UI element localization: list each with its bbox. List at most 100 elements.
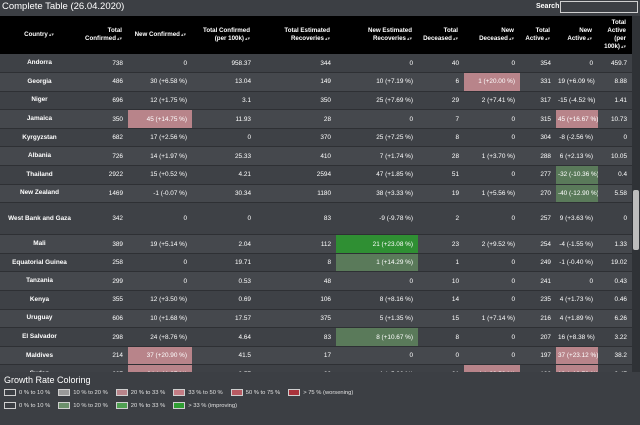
column-header-label: Total Estimated Recoveries — [284, 27, 330, 42]
table-cell: 1.33 — [598, 234, 632, 254]
table-cell: 197 — [520, 346, 556, 366]
table-cell: -1 (-0.07 %) — [128, 184, 192, 204]
sort-icon[interactable]: ▴▾ — [620, 44, 626, 50]
table-row[interactable]: West Bank and Gaza 342 0 0 83 -9 (-9.78 %) 2 0 2… — [0, 202, 632, 236]
column-header[interactable]: Total Active▴▾ — [520, 16, 556, 54]
table-cell: 726 — [82, 146, 128, 167]
table-cell: 13.04 — [192, 72, 256, 92]
table-cell: 28 — [256, 109, 336, 129]
table-row[interactable]: Niger 696 12 (+1.75 %) 3.1 350 25 (+7.69 %) 29… — [0, 91, 632, 111]
table-row[interactable]: Thailand 2922 15 (+0.52 %) 4.21 2594 47 (+1.8… — [0, 165, 632, 185]
table-cell: 112 — [256, 234, 336, 254]
table-row[interactable]: Albania 726 14 (+1.97 %) 25.33 410 7 (+1.74 %… — [0, 146, 632, 167]
country-cell: Jamaica — [0, 109, 82, 129]
table-cell: 16 (+8.38 %) — [556, 327, 598, 347]
table-row[interactable]: Andorra 738 0 958.37 344 0 40 0 354 0 459.7 — [0, 54, 632, 74]
table-cell: 0.46 — [598, 290, 632, 310]
search-input[interactable] — [560, 1, 638, 13]
vertical-scrollbar[interactable] — [632, 16, 640, 372]
table-cell: 486 — [82, 72, 128, 92]
column-header-label: Total Active (per 100k) — [604, 19, 626, 50]
table-cell: 38.2 — [598, 346, 632, 366]
country-cell: El Salvador — [0, 327, 82, 347]
legend-swatch — [288, 389, 301, 396]
legend-swatch — [173, 389, 186, 396]
sort-icon[interactable]: ▴▾ — [508, 36, 514, 42]
sort-icon[interactable]: ▴▾ — [180, 32, 186, 38]
sort-icon[interactable]: ▴▾ — [324, 36, 330, 42]
table-cell: 6 (+2.13 %) — [556, 146, 598, 167]
table-cell: 350 — [256, 91, 336, 111]
sort-icon[interactable]: ▴▾ — [244, 36, 250, 42]
table-row[interactable]: Kyrgyzstan 682 17 (+2.56 %) 0 370 25 (+7.25 %… — [0, 128, 632, 148]
table-cell: 0 — [464, 202, 520, 236]
table-cell: 258 — [82, 253, 128, 273]
page-title: Complete Table (26.04.2020) — [2, 1, 125, 12]
table-row[interactable]: New Zealand 1469 -1 (-0.07 %) 30.34 1180 38 (… — [0, 184, 632, 204]
table-row[interactable]: Uruguay 606 10 (+1.68 %) 17.57 375 5 (+1.35 %… — [0, 309, 632, 329]
table-cell: 6 — [418, 72, 464, 92]
table-cell: 2 (+7.41 %) — [464, 91, 520, 111]
column-header[interactable]: Country▴▾ — [0, 16, 82, 54]
table-row[interactable]: Sudan23724 (+11.27 %)0.57201 (+5.26 %)21… — [0, 364, 632, 372]
table-cell: 0 — [556, 271, 598, 292]
table-cell: 38 (+3.33 %) — [336, 184, 418, 204]
sort-icon[interactable]: ▴▾ — [116, 36, 122, 42]
column-header[interactable]: Total Deceased▴▾ — [418, 16, 464, 54]
country-cell: Albania — [0, 146, 82, 167]
table-row[interactable]: El Salvador 298 24 (+8.76 %) 4.64 83 8 (+10.6… — [0, 327, 632, 347]
table-row[interactable]: Kenya 355 12 (+3.50 %) 0.69 106 8 (+8.16 %) 14… — [0, 290, 632, 310]
table-cell: 48 — [256, 271, 336, 292]
table-cell: 6.26 — [598, 309, 632, 329]
column-header[interactable]: Total Confirmed (per 100k)▴▾ — [192, 16, 256, 54]
sort-icon[interactable]: ▴▾ — [48, 32, 54, 38]
scrollbar-thumb[interactable] — [633, 190, 639, 250]
sort-icon[interactable]: ▴▾ — [586, 36, 592, 42]
table-cell: 2922 — [82, 165, 128, 185]
table-cell: 14 (+1.97 %) — [128, 146, 192, 167]
column-header[interactable]: New Estimated Recoveries▴▾ — [336, 16, 418, 54]
column-header[interactable]: Total Confirmed▴▾ — [82, 16, 128, 54]
legend-swatch — [173, 402, 186, 409]
legend-swatch — [58, 402, 71, 409]
table-row[interactable]: Maldives 214 37 (+20.90 %) 41.5 17 0 0 0 197 37 (… — [0, 346, 632, 366]
table-cell: 370 — [256, 128, 336, 148]
table-cell: 30 (+6.58 %) — [128, 72, 192, 92]
legend-label: 50 % to 75 % — [245, 389, 281, 396]
table-row[interactable]: Mali 389 19 (+5.14 %) 2.04 112 21 (+23.08 %) 2… — [0, 234, 632, 254]
sort-icon[interactable]: ▴▾ — [452, 36, 458, 42]
legend-item: > 33 % (improving) — [173, 402, 237, 409]
table-cell: 9 (+3.63 %) — [556, 202, 598, 236]
table-cell: 216 — [520, 309, 556, 329]
sort-icon[interactable]: ▴▾ — [544, 36, 550, 42]
table-row[interactable]: Equatorial Guinea 258 0 19.71 8 1 (+14.29 %) 1… — [0, 253, 632, 273]
table-row[interactable]: Georgia 486 30 (+6.58 %) 13.04 149 10 (+7.19 … — [0, 72, 632, 92]
table-row[interactable]: Tanzania 299 0 0.53 48 0 10 0 241 0 0.43 — [0, 271, 632, 292]
table-cell: 696 — [82, 91, 128, 111]
sort-icon[interactable]: ▴▾ — [406, 36, 412, 42]
column-header-label: New Deceased — [479, 27, 514, 42]
table-cell: 14 — [418, 290, 464, 310]
table-cell: 24 (+8.76 %) — [128, 327, 192, 347]
table-cell: 17 — [256, 346, 336, 366]
column-header[interactable]: Total Active (per 100k)▴▾ — [598, 16, 632, 54]
table-row[interactable]: Jamaica 350 45 (+14.75 %) 11.93 28 0 7 0 315 45 (… — [0, 109, 632, 129]
table-cell: 29 — [418, 91, 464, 111]
country-cell: Equatorial Guinea — [0, 253, 82, 273]
table-cell: 0.47 — [598, 364, 632, 372]
legend-item: 33 % to 50 % — [173, 389, 223, 396]
column-header[interactable]: New Deceased▴▾ — [464, 16, 520, 54]
column-header[interactable]: New Confirmed▴▾ — [128, 16, 192, 54]
table-cell: 288 — [520, 146, 556, 167]
column-header-label: New Confirmed — [134, 31, 180, 38]
table-cell: 2594 — [256, 165, 336, 185]
column-header[interactable]: New Active▴▾ — [556, 16, 598, 54]
table-cell: 0 — [464, 128, 520, 148]
table-cell: -1 (-0.40 %) — [556, 253, 598, 273]
table-cell: 270 — [520, 184, 556, 204]
country-cell: West Bank and Gaza — [0, 202, 82, 236]
table-cell: 0 — [464, 54, 520, 74]
column-header[interactable]: Total Estimated Recoveries▴▾ — [256, 16, 336, 54]
table-cell: 45 (+16.67 %) — [556, 109, 598, 129]
table-cell: 4 (+1.89 %) — [556, 309, 598, 329]
